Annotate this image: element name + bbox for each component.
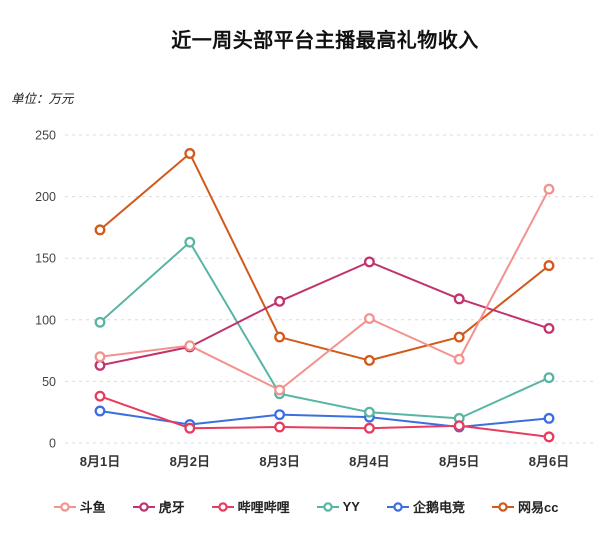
data-point-douyu-1[interactable] [94, 351, 106, 363]
series-line-bilibili [99, 395, 550, 438]
data-point-wangyi-cc-4[interactable] [363, 355, 375, 366]
data-point-bilibili-6[interactable] [543, 431, 555, 443]
data-point-qie-esports-6[interactable] [543, 412, 555, 424]
legend-item-douyu[interactable]: 斗鱼 [53, 497, 106, 516]
legend-label-qie-esports: 企鹅电竞 [412, 500, 465, 515]
series-line-qie-esports [99, 409, 550, 428]
data-point-douyu-5[interactable] [453, 353, 465, 365]
series-line-douyu [99, 188, 550, 392]
data-point-bilibili-5[interactable] [453, 420, 465, 432]
data-point-wangyi-cc-3[interactable] [274, 331, 286, 343]
legend-marker-icon-wangyi-cc [491, 501, 514, 512]
data-point-yy-1[interactable] [94, 316, 106, 328]
ytick-label-250: 250 [35, 129, 56, 143]
data-point-yy-2[interactable] [184, 236, 196, 248]
xtick-label-6: 8月6日 [529, 454, 569, 469]
data-point-bilibili-3[interactable] [274, 421, 286, 433]
series-line-wangyi-cc [99, 152, 550, 362]
legend-label-huya: 虎牙 [158, 500, 185, 515]
unit-label: 单位：万元 [11, 92, 74, 106]
ytick-label-200: 200 [35, 190, 56, 204]
ytick-label-50: 50 [42, 375, 56, 389]
legend-label-douyu: 斗鱼 [79, 500, 106, 515]
legend-marker-icon-yy [316, 501, 339, 512]
data-point-douyu-3[interactable] [274, 384, 286, 396]
xtick-label-1: 8月1日 [80, 454, 120, 469]
data-point-wangyi-cc-1[interactable] [94, 224, 106, 236]
xtick-label-3: 8月3日 [259, 454, 299, 469]
ytick-label-150: 150 [35, 252, 56, 266]
legend-item-huya[interactable]: 虎牙 [132, 497, 185, 516]
legend-item-wangyi-cc[interactable]: 网易cc [491, 497, 559, 516]
xtick-label-2: 8月2日 [170, 454, 210, 469]
legend-item-yy[interactable]: YY [316, 499, 360, 514]
legend-marker-icon-qie-esports [386, 501, 409, 512]
ytick-label-100: 100 [35, 313, 56, 327]
data-point-yy-4[interactable] [363, 406, 375, 418]
data-point-qie-esports-1[interactable] [94, 405, 106, 417]
data-point-douyu-6[interactable] [543, 183, 555, 195]
data-point-douyu-4[interactable] [363, 313, 375, 325]
data-point-huya-5[interactable] [453, 293, 465, 305]
legend-marker-icon-bilibili [211, 501, 234, 512]
legend-marker-icon-huya [132, 501, 155, 512]
data-point-huya-3[interactable] [274, 295, 286, 307]
ytick-label-0: 0 [49, 437, 56, 451]
series-line-huya [99, 260, 550, 367]
data-point-bilibili-2[interactable] [184, 422, 196, 434]
data-point-huya-6[interactable] [543, 322, 555, 334]
legend-label-bilibili: 哔哩哔哩 [237, 500, 290, 515]
series-line-yy [99, 241, 550, 420]
legend-item-bilibili[interactable]: 哔哩哔哩 [211, 497, 290, 516]
legend-label-yy: YY [342, 499, 360, 514]
xtick-label-4: 8月4日 [349, 454, 389, 469]
data-point-bilibili-1[interactable] [94, 390, 106, 402]
chart-legend: 斗鱼 虎牙 哔哩哔哩 YY 企鹅电竞 网易cc [0, 497, 612, 516]
data-point-huya-4[interactable] [363, 256, 375, 268]
chart-title: 近一周头部平台主播最高礼物收入 [171, 30, 479, 52]
data-point-wangyi-cc-2[interactable] [184, 148, 196, 159]
data-point-bilibili-4[interactable] [363, 422, 375, 434]
legend-marker-icon-douyu [53, 501, 76, 512]
data-point-huya-1[interactable] [94, 359, 106, 371]
data-point-douyu-2[interactable] [184, 340, 196, 352]
legend-label-wangyi-cc: 网易cc [517, 500, 559, 515]
xtick-label-5: 8月5日 [439, 454, 479, 469]
data-point-wangyi-cc-5[interactable] [453, 331, 465, 343]
data-point-yy-6[interactable] [543, 372, 555, 384]
data-point-wangyi-cc-6[interactable] [543, 260, 555, 272]
legend-item-qie-esports[interactable]: 企鹅电竞 [386, 497, 465, 516]
data-point-qie-esports-3[interactable] [274, 409, 286, 421]
